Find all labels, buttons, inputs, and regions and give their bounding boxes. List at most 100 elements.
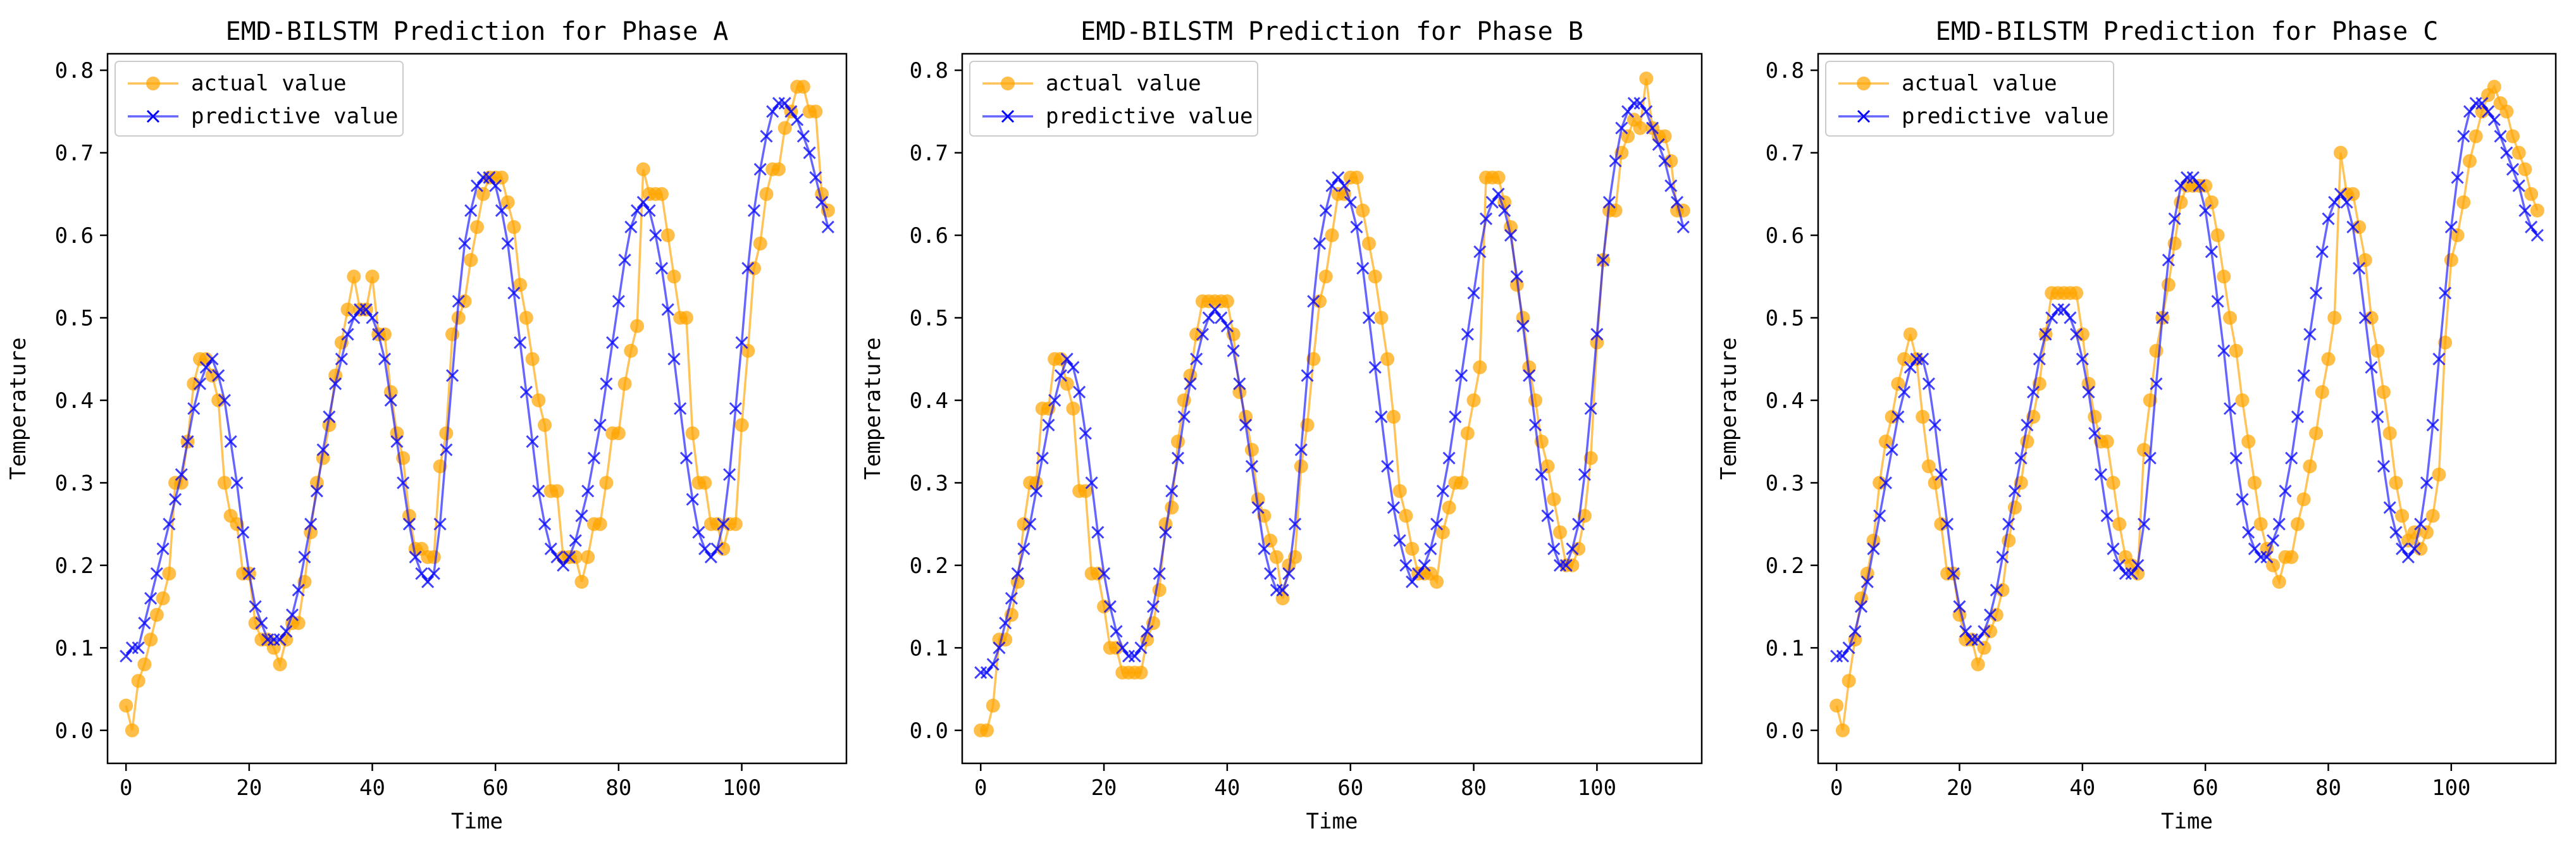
predictive-value-point — [1461, 328, 1474, 341]
y-tick-label: 0.6 — [910, 223, 948, 249]
predictive-value-point — [631, 204, 644, 217]
predictive-value-point — [1516, 319, 1530, 333]
predictive-value-point — [1498, 204, 1511, 217]
actual-value-point — [1835, 723, 1850, 737]
y-tick-label: 0.1 — [910, 636, 948, 661]
predictive-value-point — [372, 328, 385, 341]
predictive-value-point — [458, 237, 471, 250]
predictive-value-point — [1288, 517, 1302, 531]
actual-value-point — [144, 632, 158, 647]
predictive-value-point — [618, 254, 631, 267]
predictive-value-point — [2100, 509, 2114, 522]
x-tick-label: 20 — [1091, 775, 1117, 801]
actual-value-point — [500, 195, 515, 209]
predictive-value-point — [1245, 460, 1258, 473]
predictive-value-point — [803, 146, 816, 159]
predictive-value-point — [569, 534, 582, 547]
predictive-value-point — [2008, 484, 2021, 498]
actual-value-point — [2468, 129, 2483, 144]
predictive-value-point — [1190, 352, 1203, 366]
predictive-value-point — [1916, 352, 1929, 366]
x-tick-label: 100 — [1578, 775, 1616, 801]
predictive-value-point — [1640, 105, 1653, 118]
predictive-value-point — [1609, 154, 1622, 168]
actual-value-point — [550, 484, 564, 498]
actual-value-point — [2088, 410, 2102, 424]
predictive-value-point — [986, 658, 1000, 671]
predictive-value-point — [1251, 501, 1265, 514]
y-tick-label: 0.3 — [1766, 471, 1804, 496]
predictive-value-point — [772, 97, 785, 110]
y-axis-label: Temperature — [6, 337, 31, 479]
legend-box — [969, 61, 1258, 137]
actual-value-point — [1897, 352, 1912, 366]
actual-value-point — [1842, 674, 1856, 688]
predictive-value-point — [1258, 542, 1271, 555]
predictive-value-point — [415, 567, 428, 580]
predictive-value-point — [2174, 179, 2188, 192]
actual-value-point — [574, 574, 589, 589]
predictive-value-point — [1621, 105, 1635, 118]
y-tick-label: 0.8 — [1766, 58, 1804, 83]
predictive-value-point — [138, 617, 151, 630]
predictive-value-point — [2457, 130, 2470, 143]
predictive-value-point — [1399, 558, 1413, 572]
x-axis-label: Time — [1306, 809, 1358, 834]
predictive-value-point — [581, 484, 595, 498]
predictive-value-point — [532, 484, 545, 498]
y-tick-label: 0.2 — [1766, 553, 1804, 579]
predictive-value-point — [2401, 550, 2415, 564]
predictive-value-point — [1079, 427, 1092, 440]
predictive-value-point — [1220, 319, 1234, 333]
legend-box — [1825, 61, 2114, 137]
y-tick-label: 0.8 — [55, 58, 94, 83]
x-tick-label: 80 — [605, 775, 631, 801]
actual-value-point — [2204, 195, 2219, 209]
predictive-value-point — [1867, 542, 1880, 555]
predictive-value-point — [2309, 286, 2323, 300]
predictive-value-point — [2125, 567, 2138, 580]
predictive-value-point — [1510, 270, 1523, 283]
x-tick-label: 80 — [2315, 775, 2341, 801]
predictive-value-point — [267, 633, 280, 646]
predictive-value-point — [2432, 352, 2446, 366]
predictive-value-point — [1294, 443, 1308, 457]
predictive-value-point — [1356, 262, 1370, 275]
actual-value-point — [1269, 550, 1284, 564]
predictive-value-point — [440, 443, 453, 457]
legend: actual value predictive value — [1825, 61, 2114, 137]
predictive-value-point — [230, 476, 244, 490]
predictive-value-point — [1381, 460, 1394, 473]
x-tick-label: 100 — [2432, 775, 2470, 801]
predictive-value-point — [710, 542, 724, 555]
predictive-value-point — [1885, 443, 1898, 457]
actual-value-point — [1275, 591, 1290, 606]
predictive-value-point — [1971, 633, 1985, 646]
predictive-value-point — [778, 97, 791, 110]
legend-actual-marker — [146, 77, 160, 90]
actual-value-point — [1547, 492, 1561, 507]
predictive-value-point — [815, 195, 829, 209]
actual-value-point — [1368, 269, 1382, 284]
predictive-value-point — [1566, 542, 1579, 555]
predictive-value-point — [1301, 369, 1314, 382]
predictive-value-point — [686, 493, 699, 506]
predictive-value-point — [1048, 393, 1062, 407]
predictive-value-point — [1227, 344, 1240, 357]
predictive-value-point — [125, 641, 139, 655]
predictive-value-point — [212, 369, 225, 382]
predictive-value-point — [1584, 402, 1597, 416]
actual-value-point — [2303, 459, 2317, 474]
predictive-value-point — [2444, 220, 2458, 234]
predictive-value-point — [2002, 517, 2016, 531]
predictive-value-point — [2322, 212, 2335, 225]
predictive-value-point — [2279, 484, 2292, 498]
predictive-value-point — [692, 526, 705, 539]
actual-value-point — [119, 698, 133, 713]
predictive-value-point — [261, 633, 275, 646]
predictive-value-point — [643, 204, 656, 217]
predictive-value-point — [2143, 452, 2157, 465]
x-tick-label: 60 — [1337, 775, 1363, 801]
predictive-value-point — [402, 517, 416, 531]
plot-area — [1830, 80, 2544, 737]
